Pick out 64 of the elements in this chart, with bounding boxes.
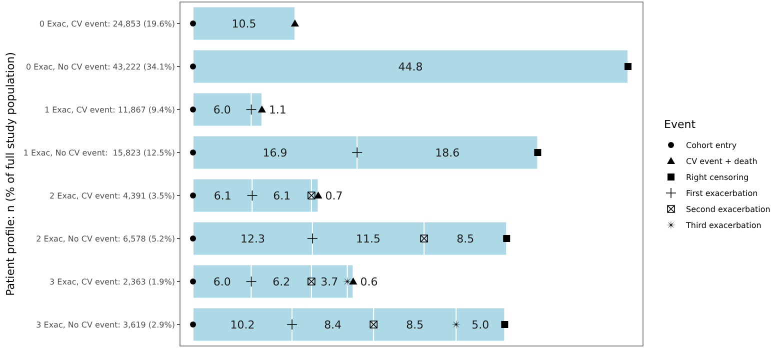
data-label: 6.0 xyxy=(213,103,231,116)
point xyxy=(314,192,322,198)
point xyxy=(420,234,428,242)
y-tick-label: 2 Exac, CV event: 4,391 (3.5%) xyxy=(50,191,175,200)
data-label: 6.2 xyxy=(272,275,290,288)
y-tick-label: 0 Exac, No CV event: 43,222 (34.1%) xyxy=(26,62,175,72)
point xyxy=(534,149,542,156)
point xyxy=(246,190,258,201)
legend-label: First exacerbation xyxy=(686,188,758,198)
point xyxy=(246,276,257,287)
y-tick-label: 2 Exac, No CV event: 6,578 (5.2%) xyxy=(36,234,175,244)
point xyxy=(286,319,298,330)
point xyxy=(190,236,196,242)
data-label: 0.6 xyxy=(360,275,378,288)
point xyxy=(308,192,316,200)
data-label: 5.0 xyxy=(472,318,490,332)
point xyxy=(352,147,362,158)
point xyxy=(370,320,378,328)
y-tick-label: 1 Exac, No CV event: 15,823 (12.5%) xyxy=(23,148,175,158)
data-label: 44.8 xyxy=(398,60,423,74)
point xyxy=(190,278,196,284)
data-label: 8.4 xyxy=(324,318,342,332)
data-label: 12.3 xyxy=(240,232,265,246)
data-label: 16.9 xyxy=(262,146,288,160)
data-label: 6.1 xyxy=(214,189,232,202)
y-axis-title: Patient profile: n (% of full study population) xyxy=(4,52,17,296)
point xyxy=(307,233,318,244)
data-label: 10.5 xyxy=(232,17,256,30)
point xyxy=(246,104,257,115)
point xyxy=(624,63,632,70)
data-label: 8.5 xyxy=(406,318,424,332)
legend-label: Second exacerbation xyxy=(686,204,770,214)
data-label: 1.1 xyxy=(268,103,286,116)
point xyxy=(190,192,196,198)
y-tick-label: 1 Exac, CV event: 11,867 (9.4%) xyxy=(44,105,175,114)
data-label: 10.2 xyxy=(230,318,255,332)
point xyxy=(349,278,358,284)
data-label: 18.6 xyxy=(435,146,460,160)
point xyxy=(190,150,196,156)
data-label: 8.5 xyxy=(456,232,474,246)
y-tick-label: 0 Exac, CV event: 24,853 (19.6%) xyxy=(39,19,175,28)
point xyxy=(308,278,316,286)
data-label: 0.7 xyxy=(325,189,343,202)
point xyxy=(258,106,266,112)
y-tick-label: 3 Exac, No CV event: 3,619 (2.9%) xyxy=(36,320,175,330)
bar xyxy=(192,49,628,84)
point xyxy=(501,321,508,328)
data-label: 11.5 xyxy=(356,232,381,246)
legend-label: Third exacerbation xyxy=(685,220,762,230)
data-label: 6.0 xyxy=(213,275,231,288)
legend-title: Event xyxy=(664,118,696,131)
data-label: 3.7 xyxy=(320,275,338,288)
point xyxy=(503,235,510,242)
point xyxy=(190,64,196,70)
legend-label: Cohort entry xyxy=(686,140,737,150)
legend-label: CV event + death xyxy=(686,156,758,166)
data-label: 6.1 xyxy=(273,189,291,202)
point xyxy=(290,20,299,26)
legend-label: Right censoring xyxy=(686,172,749,182)
point xyxy=(190,20,196,26)
point xyxy=(190,322,196,328)
bar xyxy=(192,6,296,41)
y-tick-label: 3 Exac, CV event: 2,363 (1.9%) xyxy=(50,277,175,286)
point xyxy=(190,106,196,112)
